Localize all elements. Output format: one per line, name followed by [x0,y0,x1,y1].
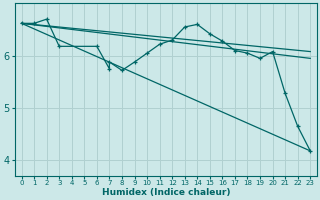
X-axis label: Humidex (Indice chaleur): Humidex (Indice chaleur) [102,188,230,197]
